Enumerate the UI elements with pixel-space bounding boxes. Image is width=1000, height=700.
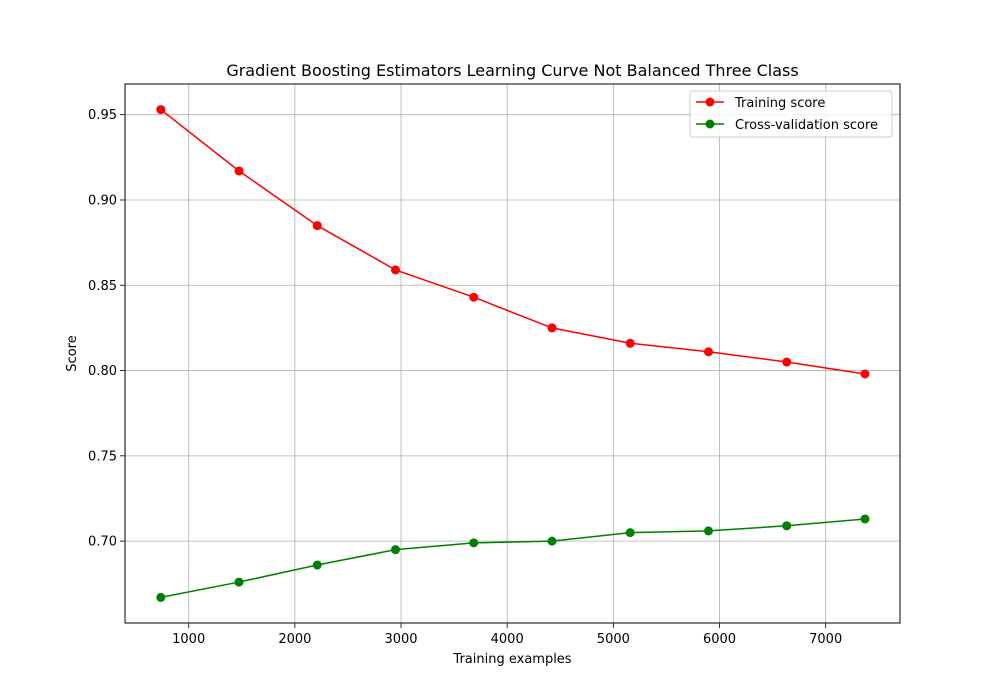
series-line-training	[160, 108, 866, 375]
data-point-cross-validation	[234, 577, 244, 587]
legend-entry-cross-validation: Cross-validation score	[696, 118, 878, 133]
y-tick-label: 0.70	[88, 535, 117, 550]
chart-title: Gradient Boosting Estimators Learning Cu…	[226, 61, 798, 80]
y-tick-label: 0.80	[88, 364, 117, 379]
data-point-training	[860, 369, 870, 379]
y-tick-label: 0.75	[88, 449, 117, 464]
x-axis-label: Training examples	[452, 652, 571, 667]
x-tick-label: 6000	[703, 632, 736, 647]
data-point-cross-validation	[312, 560, 322, 570]
x-tick-label: 5000	[597, 632, 630, 647]
legend-marker-cross-validation	[705, 119, 715, 129]
data-point-cross-validation	[625, 528, 635, 538]
grid-lines	[125, 84, 900, 623]
data-point-cross-validation	[469, 538, 479, 548]
data-point-cross-validation	[860, 514, 870, 524]
data-point-training	[625, 338, 635, 348]
legend-label-cross-validation: Cross-validation score	[735, 118, 878, 133]
x-tick-label: 1000	[172, 632, 205, 647]
series-layer	[156, 105, 870, 602]
data-point-training	[156, 105, 166, 115]
legend: Training score Cross-validation score	[689, 90, 893, 138]
data-point-training	[469, 292, 479, 302]
plot-frame	[124, 83, 901, 624]
data-point-training	[703, 347, 713, 357]
y-axis-label: Score	[65, 335, 80, 371]
data-point-cross-validation	[703, 526, 713, 536]
x-tick-label: 7000	[809, 632, 842, 647]
series-cross-validation	[156, 514, 870, 602]
data-point-training	[547, 323, 557, 333]
y-tick-label: 0.85	[88, 279, 117, 294]
data-point-training	[312, 221, 322, 231]
y-tick-label: 0.95	[88, 108, 117, 123]
x-tick-label: 4000	[491, 632, 524, 647]
y-tick-label: 0.90	[88, 193, 117, 208]
data-point-cross-validation	[156, 592, 166, 602]
data-point-cross-validation	[547, 536, 557, 546]
data-point-training	[234, 166, 244, 176]
legend-box	[689, 90, 893, 138]
series-training	[156, 105, 870, 379]
data-point-cross-validation	[391, 545, 401, 555]
legend-entry-training: Training score	[696, 96, 825, 111]
legend-label-training: Training score	[734, 96, 825, 111]
data-point-training	[391, 265, 401, 275]
data-point-cross-validation	[782, 521, 792, 531]
x-tick-label: 2000	[278, 632, 311, 647]
axis-ticks: 1000 2000 3000 4000 5000 6000 7000 0.70 0.75 0.80…	[88, 108, 842, 647]
x-tick-label: 3000	[384, 632, 417, 647]
legend-marker-training	[705, 97, 715, 107]
series-line-cross-validation	[160, 518, 866, 599]
data-point-training	[782, 357, 792, 367]
